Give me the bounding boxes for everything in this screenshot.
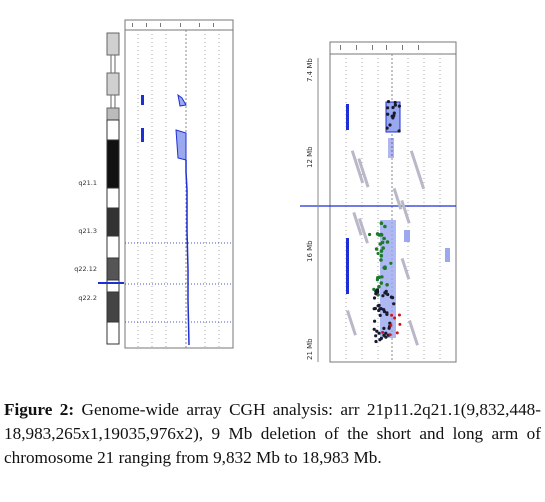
probe-point [372,327,376,331]
probe-point [379,258,383,262]
probe-point [378,313,382,317]
probe-point [382,236,386,241]
probe-point [389,295,393,299]
probe-point [377,233,382,237]
probe-point [392,111,396,115]
probe-point [386,292,390,297]
probe-point [374,339,378,344]
probe-point [378,242,383,246]
position-label: 21 Mb [306,338,314,360]
probe-point [381,294,385,298]
position-label: 12 Mb [306,146,314,168]
probe-point [382,326,386,330]
probe-point [393,103,397,107]
probe-point [374,334,378,338]
probe-point [379,281,384,285]
probe-point [390,313,394,317]
probe-point [383,265,387,270]
right-plot-frame [300,41,457,363]
probe-point [375,329,379,333]
figure-caption: Figure 2: Genome-wide array CGH analysis… [4,398,541,470]
probe-point [380,275,384,279]
probe-points [368,100,402,344]
probe-point [377,331,381,335]
caption-lead: Figure 2: [4,400,75,419]
position-label: 16 Mb [306,240,314,262]
band-label: q21.1 [78,179,97,187]
probe-point [379,253,384,258]
probe-point [378,307,382,311]
probe-point [397,104,401,108]
position-axis: 7.4 Mb 12 Mb 16 Mb 21 Mb [306,58,319,362]
probe-point [385,126,389,130]
probe-point [377,275,382,280]
probe-point [388,123,392,127]
probe-point [397,129,401,133]
probe-point [379,249,384,253]
position-label: 7.4 Mb [306,58,314,82]
probe-point [374,292,378,296]
probe-point [374,247,379,251]
probe-point [383,291,387,295]
probe-point [393,316,397,320]
probe-point [389,261,393,265]
probe-point [372,296,377,300]
probe-point [384,331,388,335]
probe-point [388,333,392,337]
probe-point [392,302,396,306]
probe-point [389,323,393,327]
probe-point [393,100,397,105]
chromosome-ideogram [98,32,124,345]
probe-point [379,221,384,225]
probe-point [376,251,380,256]
probe-point [398,322,402,326]
probe-point [375,278,379,282]
probe-point [379,336,383,340]
left-plot-frame [124,19,234,349]
probe-point [385,312,389,316]
probe-point [372,287,376,291]
probe-point [386,112,390,116]
probe-point [376,304,380,308]
band-label: q22.12 [74,265,97,273]
left-copy-number-profile [141,93,190,346]
probe-point [385,240,390,244]
probe-point [368,232,372,237]
probe-point [382,308,386,312]
probe-point [381,330,385,334]
caption-text: Genome-wide array CGH analysis: arr 21p1… [4,400,541,467]
probe-point [398,313,401,317]
probe-point [386,106,390,110]
probe-point [373,306,377,311]
probe-point [386,100,391,104]
probe-point [376,288,380,292]
probe-point [381,246,386,250]
probe-point [385,283,389,287]
band-label: q21.3 [78,227,97,235]
probe-point [384,335,388,339]
band-label: q22.2 [78,294,97,302]
probe-point [377,284,381,289]
probe-point [383,224,387,229]
probe-point [392,114,396,118]
probe-point [395,331,399,335]
cgh-figure: q21.1 q21.3 q22.12 q22.2 [74,19,457,363]
probe-point [373,319,377,323]
probe-point [391,105,395,110]
